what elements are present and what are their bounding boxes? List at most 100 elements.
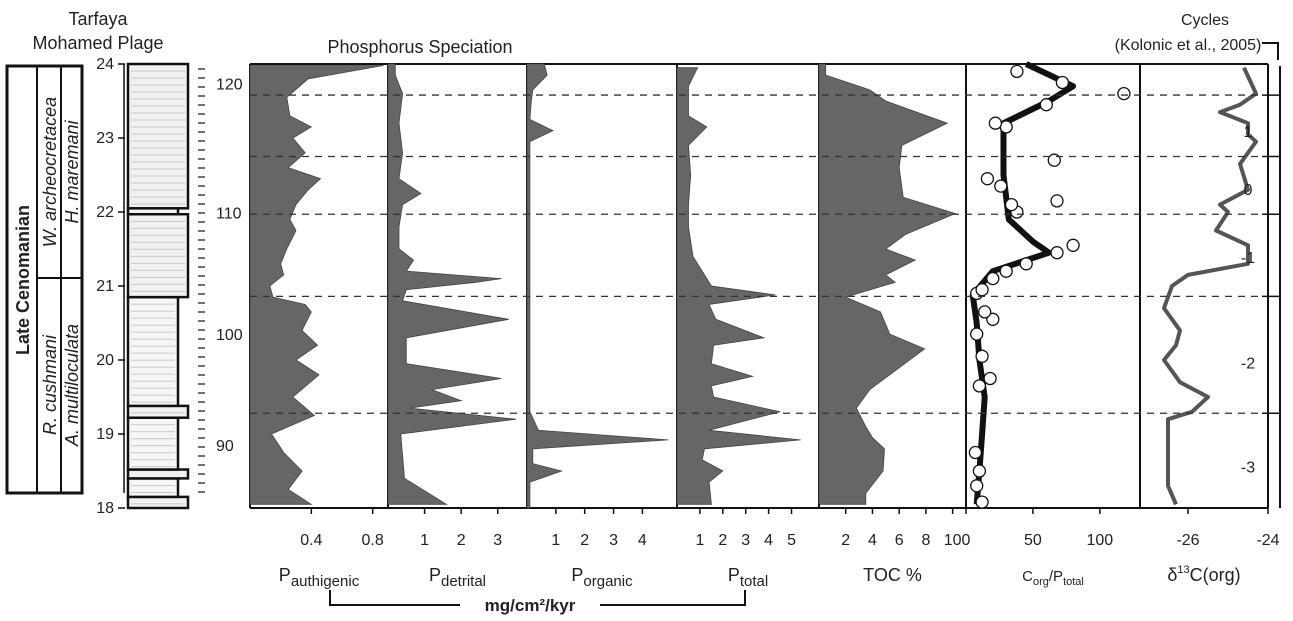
x-tick-label: 4 xyxy=(638,532,647,549)
x-tick-label: 2 xyxy=(580,532,589,549)
zone-upper-left: W. archeocretacea xyxy=(40,97,60,247)
axis-title-part: /P xyxy=(1049,568,1063,585)
axis-title-part: authigenic xyxy=(291,573,360,590)
locality-subname: Mohamed Plage xyxy=(32,33,163,53)
corg_ptotal-point xyxy=(999,264,1013,278)
panel-organic: 1 2 3 4 Porganic xyxy=(526,63,677,590)
panel-axis-title: Porganic xyxy=(571,565,633,590)
age-tick-label: 120 xyxy=(216,77,243,94)
cycle-label: -1 xyxy=(1241,250,1255,267)
cycle-label: -2 xyxy=(1241,356,1255,373)
x-tick-label: 3 xyxy=(741,532,750,549)
lithology-bed xyxy=(126,295,180,408)
zone-lower-right: A. multiloculata xyxy=(62,324,82,447)
cycles-source: (Kolonic et al., 2005) xyxy=(1115,37,1262,54)
cycle-boundaries xyxy=(250,94,1280,415)
corg_ptotal-point xyxy=(1055,75,1070,90)
x-tick-label: 2 xyxy=(457,532,466,549)
d13c-line xyxy=(1162,66,1258,506)
panel-axis-title: Ptotal xyxy=(728,565,768,590)
corg_ptotal-point xyxy=(1047,153,1061,167)
x-tick-label: 3 xyxy=(493,532,502,549)
panel-d13c: -26 -24 δ13C(org) xyxy=(1139,63,1280,585)
units-bracket xyxy=(329,590,746,606)
x-tick-label: 3 xyxy=(609,532,618,549)
axis-title-part: C xyxy=(1022,568,1033,585)
x-tick-label: 1 xyxy=(695,532,704,549)
panel-toc: 2 4 6 8 10 TOC % xyxy=(818,63,966,585)
panel-total: 1 2 3 4 5 Ptotal xyxy=(676,63,819,590)
axis-title-part: P xyxy=(429,565,441,585)
corg_ptotal-point xyxy=(994,179,1008,193)
corg_ptotal-line xyxy=(969,61,1077,505)
axis-title-part: detrital xyxy=(441,573,486,590)
cycle-label: 1 xyxy=(1244,124,1253,141)
lithology-bed xyxy=(126,62,190,210)
x-tick-label: 0.4 xyxy=(300,532,322,549)
cycles-bracket xyxy=(1262,42,1279,60)
stratigraphy-frame xyxy=(5,64,84,495)
corg_ptotal-point xyxy=(1010,64,1024,79)
corg_ptotal-point xyxy=(1066,238,1080,252)
lithology-bed xyxy=(126,212,190,299)
total-area xyxy=(676,67,801,505)
x-tick-label: 5 xyxy=(787,532,796,549)
cycles-title: Cycles xyxy=(1181,12,1229,29)
x-tick-label: 0 xyxy=(962,532,971,549)
x-tick-label: 0.8 xyxy=(362,532,384,549)
axis-title-part: total xyxy=(740,573,768,590)
panel-axis-title: δ13C(org) xyxy=(1167,564,1240,585)
axis-title-part: C(org) xyxy=(1190,565,1241,585)
stage-label: Late Cenomanian xyxy=(13,205,33,355)
cycle-label: 0 xyxy=(1244,182,1253,199)
corg_ptotal-point xyxy=(968,445,983,460)
corg_ptotal-point xyxy=(978,305,992,319)
authigenic-area xyxy=(249,65,384,505)
corg_ptotal-point xyxy=(1004,197,1019,212)
x-tick-label: 1 xyxy=(420,532,429,549)
axis-title-part: org xyxy=(1033,576,1049,588)
corg_ptotal-point xyxy=(986,312,1000,326)
section-title: Phosphorus Speciation xyxy=(327,37,512,57)
corg_ptotal-point xyxy=(1039,98,1053,112)
corg_ptotal-point xyxy=(972,464,987,478)
zone-upper-right: H. maremani xyxy=(62,119,82,223)
panel-corg_ptotal: 0 50 100 Corg/Ptotal xyxy=(962,61,1140,588)
units-label: mg/cm²/kyr xyxy=(485,596,576,615)
depth-tick-label: 19 xyxy=(96,426,114,443)
corg_ptotal-point xyxy=(975,283,989,297)
x-tick-label: -26 xyxy=(1176,532,1199,549)
axis-title-part: organic xyxy=(583,573,633,590)
corg_ptotal-point xyxy=(1050,194,1064,208)
depth-tick-label: 20 xyxy=(96,352,114,369)
x-tick-label: 2 xyxy=(718,532,727,549)
corg_ptotal-point xyxy=(980,172,995,186)
panel-detrital: 1 2 3 Pdetrital xyxy=(387,63,527,590)
x-tick-label: 4 xyxy=(764,532,773,549)
x-tick-label: 1 xyxy=(551,532,560,549)
x-tick-label: 8 xyxy=(921,532,930,549)
lithology-bed xyxy=(126,477,180,499)
x-tick-label: 6 xyxy=(895,532,904,549)
panel-axis-title: Pauthigenic xyxy=(279,565,360,590)
x-tick-label: 50 xyxy=(1024,532,1042,549)
corg_ptotal-point xyxy=(986,271,1000,286)
corg_ptotal-point xyxy=(1117,86,1131,101)
axis-title-part: 13 xyxy=(1177,564,1189,576)
depth-axis: 18 19 20 21 22 23 24 xyxy=(96,56,125,517)
corg_ptotal-point xyxy=(983,371,997,386)
toc-area xyxy=(818,63,957,505)
age-tick-label: 90 xyxy=(216,438,234,455)
corg_ptotal-point xyxy=(970,479,984,493)
lithology-bed xyxy=(126,495,190,510)
detrital-area xyxy=(387,63,517,505)
cycle-label: -3 xyxy=(1241,459,1255,476)
zone-lower-left: R. cushmani xyxy=(40,334,60,435)
corg_ptotal-point xyxy=(970,327,984,341)
corg_ptotal-point xyxy=(975,495,989,509)
depth-tick-label: 18 xyxy=(96,500,114,517)
panel-axis-title: TOC % xyxy=(863,565,922,585)
corg_ptotal-point xyxy=(1050,246,1064,260)
